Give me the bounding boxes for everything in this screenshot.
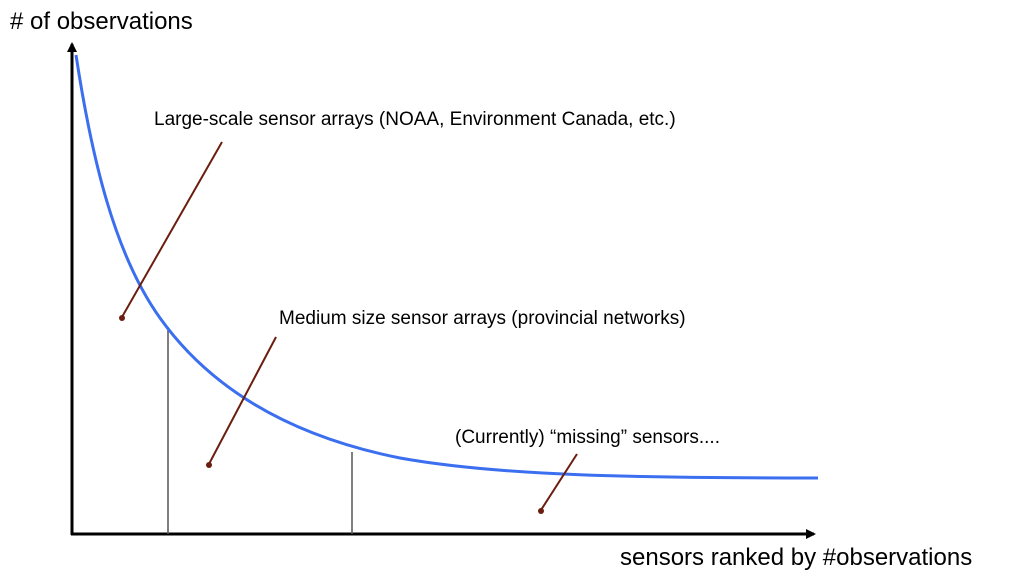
large-arrays-dot: [119, 315, 125, 321]
missing-sensors-leader: [540, 453, 578, 511]
medium-arrays-leader: [208, 336, 277, 465]
missing-sensors-annotation: (Currently) “missing” sensors....: [455, 427, 720, 448]
medium-arrays-annotation: Medium size sensor arrays (provincial ne…: [279, 308, 686, 329]
large-arrays-annotation: Large-scale sensor arrays (NOAA, Environ…: [154, 109, 676, 130]
long-tail-curve: [74, 54, 819, 480]
medium-arrays-dot: [206, 462, 212, 468]
y-axis-title: # of observations: [10, 8, 193, 35]
missing-sensors-dot: [538, 508, 544, 514]
x-axis-title: sensors ranked by #observations: [620, 544, 972, 571]
large-arrays-leader: [121, 141, 223, 318]
